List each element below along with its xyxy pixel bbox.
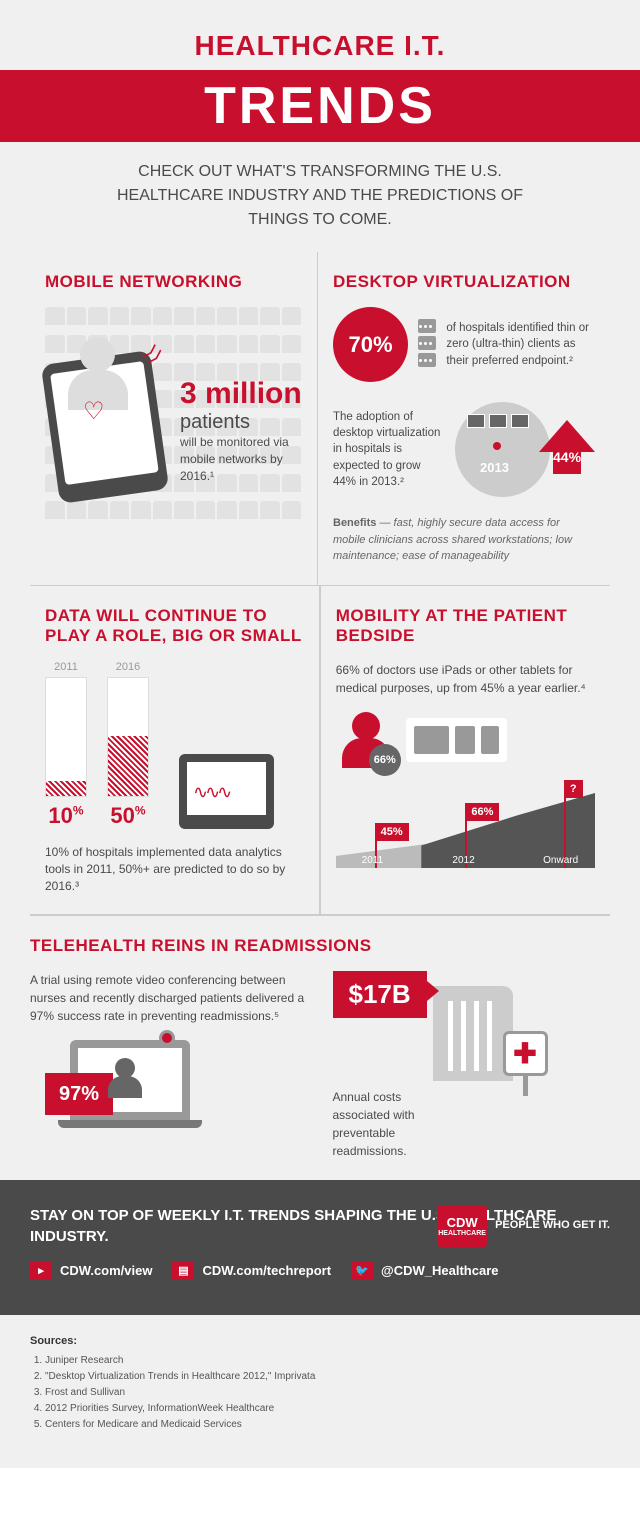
annual-desc: Annual costs associated with preventable…: [333, 1088, 433, 1160]
footer-link[interactable]: ▤ CDW.com/techreport: [172, 1262, 331, 1280]
server-icon: [418, 319, 436, 370]
stat-desc: will be monitored via mobile networks by…: [180, 434, 310, 484]
link-text: @CDW_Healthcare: [381, 1263, 498, 1278]
mobile-networking: MOBILE NETWORKING ♡ ⟩⟩ 3 million patient…: [30, 252, 317, 585]
source-item: "Desktop Virtualization Trends in Health…: [45, 1369, 610, 1385]
flag-label: ?: [564, 780, 583, 798]
stat-unit: patients: [180, 411, 310, 434]
data-analytics: DATA WILL CONTINUE TO PLAY A ROLE, BIG O…: [30, 586, 319, 914]
link-icon: ▤: [172, 1262, 194, 1280]
title-line2: TRENDS: [0, 76, 640, 136]
footer-link[interactable]: ▸ CDW.com/view: [30, 1262, 152, 1280]
source-item: 2012 Priorities Survey, InformationWeek …: [45, 1401, 610, 1417]
link-text: CDW.com/techreport: [202, 1263, 331, 1278]
monitor-icon: ∿∿∿: [179, 754, 274, 829]
growth-graphic: 2013 44%: [455, 402, 595, 497]
tele-desc: A trial using remote video conferencing …: [30, 971, 308, 1025]
link-text: CDW.com/view: [60, 1263, 152, 1278]
axis-label: 2012: [452, 855, 474, 866]
success-badge: 97%: [45, 1073, 113, 1115]
logo-text: CDW: [447, 1215, 478, 1230]
source-item: Juniper Research: [45, 1353, 610, 1369]
mid-grid: DATA WILL CONTINUE TO PLAY A ROLE, BIG O…: [0, 586, 640, 914]
sources-title: Sources:: [30, 1335, 610, 1347]
desktop-virtualization: DESKTOP VIRTUALIZATION 70% of hospitals …: [318, 252, 610, 585]
infographic: HEALTHCARE I.T. TRENDS CHECK OUT WHAT'S …: [0, 0, 640, 1468]
red-cross-icon: ✚: [503, 1031, 548, 1076]
area-chart: 45% 66%? 2011 2012 Onward: [336, 783, 595, 868]
percent-circle: 70%: [333, 307, 408, 382]
doctor-icon: 66%: [336, 712, 396, 768]
dv-text2: The adoption of desktop virtualization i…: [333, 409, 443, 489]
logo-block: CDW HEALTHCARE PEOPLE WHO GET IT.: [437, 1205, 610, 1247]
link-icon: ▸: [30, 1262, 52, 1280]
devices-icon: [406, 718, 507, 762]
year-label: 2013: [480, 460, 509, 475]
sources: Sources: Juniper Research"Desktop Virtua…: [0, 1315, 640, 1468]
link-icon: 🐦: [351, 1262, 373, 1280]
cost-badge: $17B: [333, 971, 427, 1018]
logo-sub: HEALTHCARE: [438, 1230, 486, 1237]
section-title: MOBILITY AT THE PATIENT BEDSIDE: [336, 606, 595, 646]
mobility-desc: 66% of doctors use iPads or other tablet…: [336, 661, 595, 697]
footer-link[interactable]: 🐦 @CDW_Healthcare: [351, 1262, 498, 1280]
dv-text1: of hospitals identified thin or zero (ul…: [446, 320, 595, 368]
sources-list: Juniper Research"Desktop Virtualization …: [30, 1353, 610, 1433]
source-item: Frost and Sullivan: [45, 1385, 610, 1401]
telehealth: TELEHEALTH REINS IN READMISSIONS A trial…: [0, 916, 640, 1180]
links-row: ▸ CDW.com/view ▤ CDW.com/techreport 🐦 @CDW_He…: [30, 1262, 610, 1280]
stat-number: 3 million: [180, 377, 310, 411]
title-line1: HEALTHCARE I.T.: [0, 30, 640, 62]
heart-icon: ♡: [83, 397, 105, 426]
bar-pct: 10%: [45, 803, 87, 829]
section-title: TELEHEALTH REINS IN READMISSIONS: [30, 936, 610, 956]
doctor-pct-badge: 66%: [369, 744, 401, 776]
subtitle: CHECK OUT WHAT'S TRANSFORMING THE U.S. H…: [0, 160, 640, 232]
bar-chart: ∿∿∿ 2011 10% 2016 50%: [45, 661, 304, 829]
logo-tagline: PEOPLE WHO GET IT.: [495, 1219, 610, 1232]
webcam-icon: [159, 1030, 175, 1046]
bar-pct: 50%: [107, 803, 149, 829]
axis-label: Onward: [543, 855, 578, 866]
title-bar: TRENDS: [0, 70, 640, 142]
flag-label: 66%: [465, 803, 499, 821]
flag-label: 45%: [375, 823, 409, 841]
data-desc: 10% of hospitals implemented data analyt…: [45, 844, 304, 894]
section-title: MOBILE NETWORKING: [45, 272, 302, 292]
source-item: Centers for Medicare and Medicaid Servic…: [45, 1417, 610, 1433]
arrow-up-icon: [539, 420, 595, 452]
axis-label: 2011: [362, 855, 384, 866]
laptop-icon: 97%: [70, 1040, 190, 1120]
benefits-text: Benefits — fast, highly secure data acce…: [333, 515, 595, 565]
section-title: DATA WILL CONTINUE TO PLAY A ROLE, BIG O…: [45, 606, 304, 646]
bar-year: 2016: [107, 661, 149, 673]
header: HEALTHCARE I.T. TRENDS CHECK OUT WHAT'S …: [0, 0, 640, 252]
top-grid: MOBILE NETWORKING ♡ ⟩⟩ 3 million patient…: [0, 252, 640, 585]
mobility-bedside: MOBILITY AT THE PATIENT BEDSIDE 66% of d…: [321, 586, 610, 914]
growth-pct: 44%: [553, 450, 581, 474]
section-title: DESKTOP VIRTUALIZATION: [333, 272, 595, 292]
hospital-icon: [433, 986, 513, 1081]
bar-year: 2011: [45, 661, 87, 673]
footer: STAY ON TOP OF WEEKLY I.T. TRENDS SHAPIN…: [0, 1180, 640, 1315]
